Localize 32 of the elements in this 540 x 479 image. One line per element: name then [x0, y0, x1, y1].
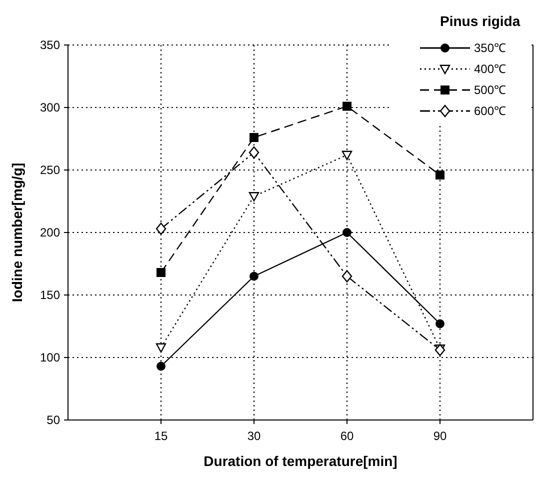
y-tick-label: 200	[40, 226, 60, 240]
y-tick-label: 350	[40, 38, 60, 52]
x-tick-label: 30	[247, 429, 261, 443]
point	[342, 270, 352, 282]
legend-label: 600℃	[474, 104, 506, 118]
y-axis-title: Iodine number[mg/g]	[9, 162, 25, 302]
legend-label: 500℃	[474, 83, 506, 98]
point	[156, 362, 166, 371]
point	[436, 319, 444, 328]
point	[156, 268, 166, 277]
x-tick-label: 90	[433, 429, 447, 443]
y-tick-label: 150	[40, 288, 60, 302]
point	[342, 150, 352, 160]
y-tick-label: 300	[40, 100, 60, 115]
point	[248, 192, 260, 202]
y-tick-label: 50	[46, 413, 60, 428]
point	[342, 228, 352, 237]
legend-title: Pinus rigida	[440, 13, 520, 29]
x-tick-label: 60	[340, 429, 354, 443]
x-axis-title: Duration of temperature[min]	[204, 453, 398, 469]
point	[156, 343, 166, 353]
point	[156, 222, 166, 235]
point	[342, 102, 352, 111]
point	[436, 170, 444, 180]
point	[248, 146, 260, 159]
y-tick-label: 100	[40, 350, 60, 365]
legend-label: 400℃	[474, 62, 506, 76]
x-tick-label: 15	[154, 429, 168, 443]
legend-label: 350℃	[474, 41, 506, 56]
point	[250, 133, 258, 142]
y-tick-label: 250	[40, 163, 60, 178]
point	[250, 272, 258, 281]
